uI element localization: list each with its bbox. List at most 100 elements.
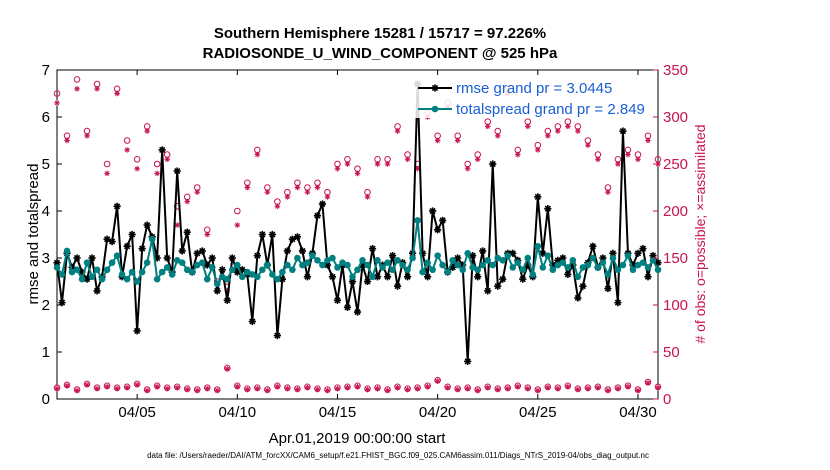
rmse-point: [213, 287, 221, 295]
totalspread-point: [103, 266, 111, 274]
totalspread-point: [364, 261, 371, 269]
obs-assimilated-low-point-stroke: [495, 387, 501, 392]
legend: rmse grand pr = 3.0445 totalspread grand…: [414, 76, 650, 118]
rmse-point: [499, 275, 507, 283]
rmse-point-stroke: [113, 203, 121, 210]
obs-assimilated-point-stroke: [405, 156, 410, 162]
rmse-point: [539, 249, 547, 257]
rmse-point-stroke: [479, 247, 486, 255]
rmse-point: [509, 249, 517, 257]
totalspread-point: [354, 266, 361, 274]
rmse-point-stroke: [83, 276, 91, 283]
obs-assimilated-point: [434, 137, 441, 144]
axes-ticks: 04/05 04/10 04/15 04/20 04/25 04/30 0 1 2 3 4 5 6 7 0 5…: [42, 62, 688, 421]
obs-assimilated-point: [605, 189, 611, 195]
y2-tick-label: 150: [663, 250, 688, 267]
x-tick-label: 04/30: [619, 404, 657, 421]
obs-assimilated-low-point: [474, 387, 481, 394]
obs-assimilated-point-stroke: [64, 138, 70, 143]
obs-assimilated-low-point: [134, 382, 140, 388]
y-axis-label: rmse and totalspread: [25, 164, 42, 305]
rmse-point-stroke: [53, 259, 61, 266]
obs-assimilated-low-point-stroke: [375, 386, 380, 391]
obs-assimilated-low-point: [514, 383, 521, 390]
obs-assimilated-point-stroke: [335, 166, 340, 172]
rmse-point-stroke: [449, 264, 456, 271]
obs-assimilated-point: [304, 189, 311, 195]
totalspread-point: [254, 273, 261, 281]
obs-assimilated-point-stroke: [184, 199, 190, 204]
obs-assimilated-low-point: [264, 387, 271, 394]
obs-assimilated-point-stroke: [375, 161, 380, 167]
obs-assimilated-low-point-stroke: [214, 388, 220, 393]
totalspread-point: [619, 261, 627, 269]
totalspread-point: [564, 264, 572, 271]
rmse-point-stroke: [58, 299, 66, 306]
totalspread-point: [78, 275, 86, 283]
obs-assimilated-low-point: [494, 386, 501, 393]
rmse-point-stroke: [589, 243, 597, 250]
obs-assimilated-low-point-stroke: [335, 386, 340, 391]
rmse-point: [614, 299, 622, 307]
rmse-point-stroke: [229, 254, 236, 262]
totalspread-point: [399, 261, 406, 269]
rmse-point: [393, 282, 402, 290]
obs-assimilated-point: [104, 170, 110, 177]
rmse-point: [133, 327, 141, 335]
obs-assimilated-low-point-stroke: [295, 387, 300, 392]
rmse-point: [313, 212, 322, 220]
obs-assimilated-point-stroke: [455, 138, 461, 143]
obs-assimilated-low-point: [535, 387, 541, 394]
rmse-point: [464, 357, 472, 365]
rmse-point: [293, 233, 301, 241]
obs-assimilated-low-point: [565, 383, 571, 390]
obs-assimilated-point: [374, 161, 381, 167]
totalspread-point: [369, 273, 376, 281]
obs-assimilated-point: [524, 123, 531, 130]
obs-assimilated-point-stroke: [154, 171, 160, 176]
totalspread-point: [484, 257, 492, 264]
rmse-point-stroke: [454, 254, 461, 262]
obs-possible-point: [103, 160, 111, 168]
rmse-point-stroke: [469, 252, 476, 259]
rmse-point: [644, 273, 652, 281]
obs-assimilated-low-point: [74, 387, 80, 394]
rmse-point: [474, 273, 482, 281]
y-tick-label: 5: [42, 156, 50, 173]
rmse-point: [83, 275, 91, 283]
obs-assimilated-point: [404, 156, 411, 163]
rmse-point: [579, 282, 587, 290]
totalspread-point: [178, 259, 186, 267]
rmse-point: [429, 207, 437, 215]
obs-assimilated-point: [595, 156, 601, 163]
totalspread-point: [379, 264, 386, 271]
obs-assimilated-point: [615, 161, 621, 167]
obs-assimilated-low-point: [284, 385, 291, 392]
obs-assimilated-low-point-stroke: [625, 384, 631, 390]
rmse-point: [574, 294, 582, 302]
totalspread-point: [359, 257, 366, 264]
totalspread-point: [108, 259, 116, 267]
totalspread-point: [394, 257, 401, 264]
totalspread-point: [158, 268, 166, 276]
totalspread-point: [264, 261, 271, 269]
rmse-point-stroke: [214, 287, 221, 295]
obs-assimilated-point: [394, 128, 401, 134]
rmse-point-stroke: [209, 254, 216, 262]
rmse-point: [604, 284, 612, 293]
rmse-point: [383, 273, 392, 281]
rmse-point: [163, 254, 171, 262]
obs-assimilated-point-stroke: [94, 86, 100, 92]
totalspread-point: [118, 271, 126, 278]
y2-tick-label: 250: [663, 156, 688, 173]
obs-assimilated-low-point: [244, 386, 251, 393]
obs-assimilated-low-point-stroke: [285, 386, 290, 391]
obs-assimilated-point-stroke: [285, 194, 290, 200]
totalspread-point: [624, 252, 632, 259]
rmse-point-stroke: [204, 261, 211, 269]
totalspread-point: [309, 252, 316, 259]
obs-assimilated-point: [464, 165, 471, 172]
rmse-point: [303, 273, 312, 281]
totalspread-point: [203, 275, 211, 283]
obs-assimilated-point: [364, 194, 371, 200]
